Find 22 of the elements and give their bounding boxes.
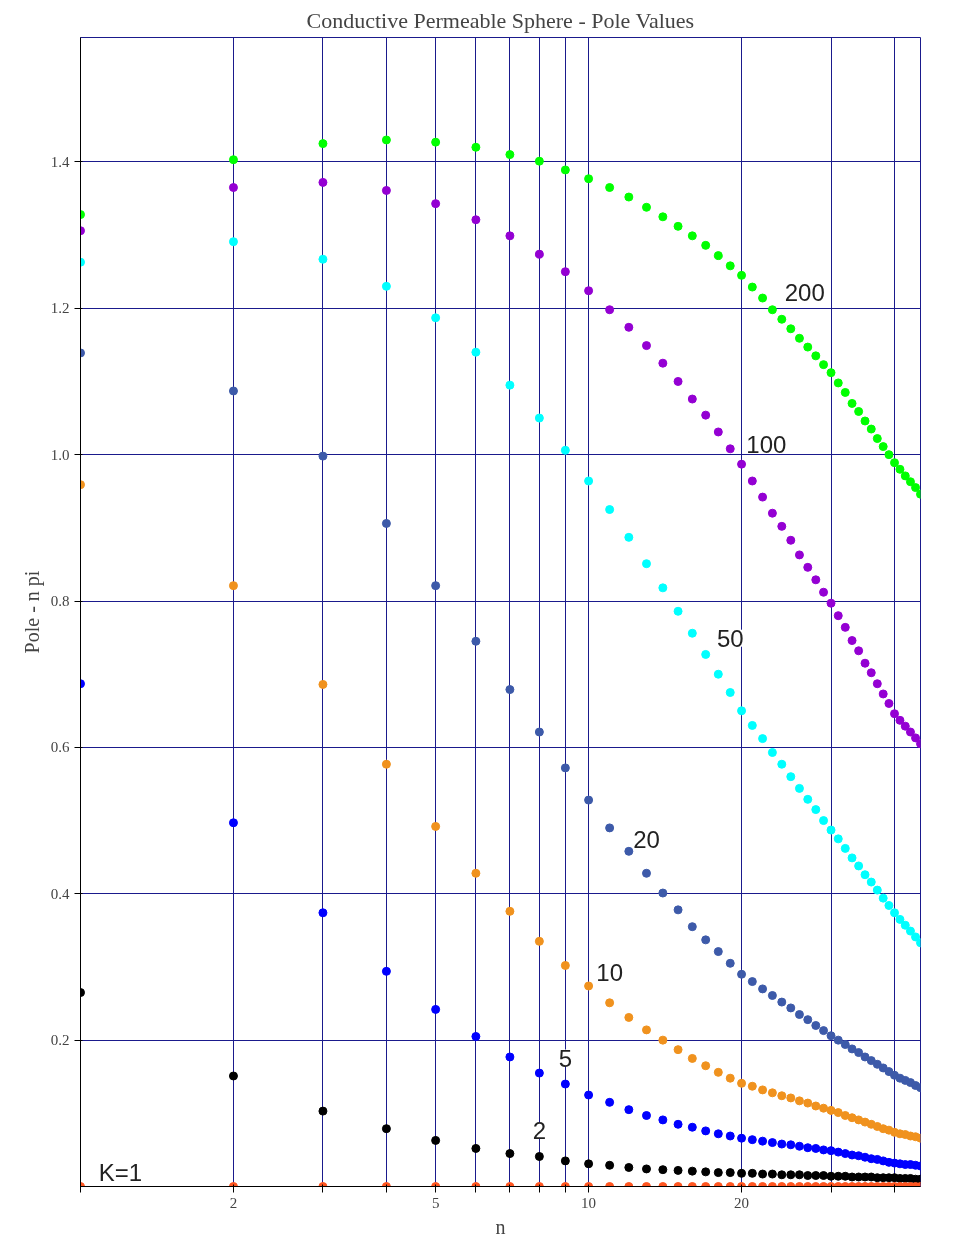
series-label: 20: [633, 825, 660, 853]
series-label: 2: [532, 1116, 547, 1144]
y-tick-label: 0.2: [50, 1032, 70, 1049]
y-tick-label: 1.4: [50, 153, 70, 170]
series-label: 100: [746, 431, 787, 459]
series-label: 5: [558, 1044, 573, 1072]
y-tick-label: 1.2: [50, 300, 70, 317]
series-label: 50: [716, 624, 744, 652]
chart-title: Conductive Permeable Sphere - Pole Values: [306, 7, 695, 33]
y-tick-label: 0.8: [50, 593, 70, 610]
series-label: 10: [596, 959, 623, 987]
y-tick-label: 0.6: [50, 739, 70, 756]
x-tick-label: 2: [229, 1194, 238, 1211]
x-tick-label: 20: [734, 1194, 750, 1211]
y-tick-label: 1.0: [50, 446, 70, 463]
x-axis-title: n: [495, 1215, 506, 1238]
series-label: K=1: [98, 1159, 143, 1186]
y-axis-title: Pole - n pi: [20, 570, 44, 654]
x-tick-label: 5: [431, 1194, 440, 1211]
series-label: 200: [784, 279, 825, 307]
x-tick-label: 10: [581, 1194, 597, 1211]
y-tick-label: 0.4: [50, 885, 70, 902]
